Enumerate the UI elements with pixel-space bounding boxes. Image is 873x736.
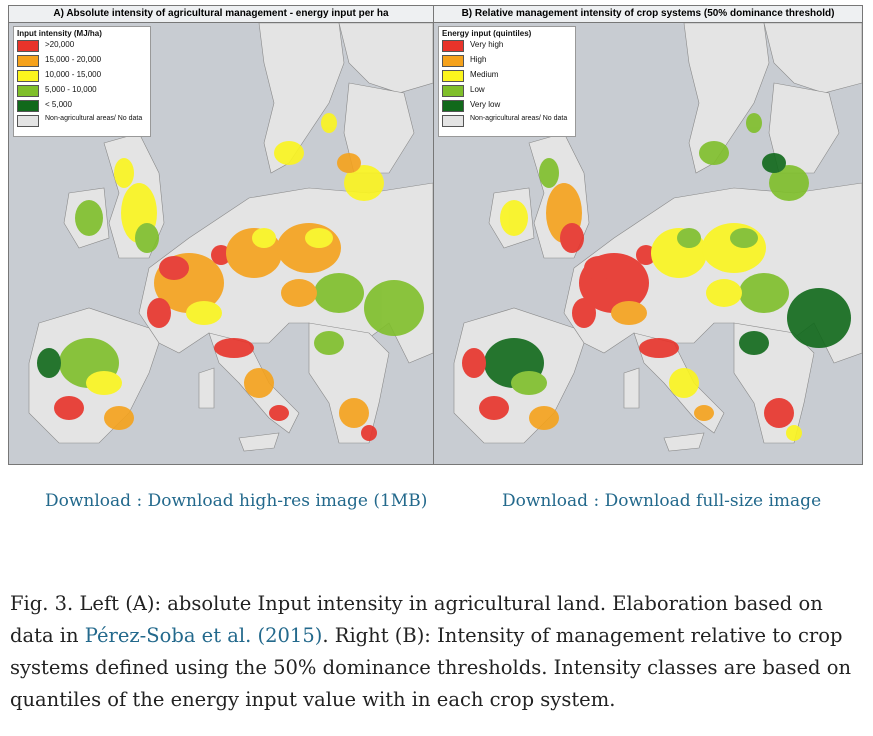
- legend-swatch: [442, 85, 464, 97]
- europe-map-b: [453, 23, 862, 452]
- intensity-patches: [462, 113, 851, 441]
- legend-a-item: >20,000: [17, 40, 147, 55]
- legend-b-item: High: [442, 55, 572, 70]
- legend-label: 10,000 - 15,000: [45, 70, 102, 79]
- legend-swatch: [17, 70, 39, 82]
- legend-swatch: [442, 40, 464, 52]
- legend-label: Non-agricultural areas/ No data: [470, 115, 568, 122]
- legend-a-item: Non-agricultural areas/ No data: [17, 115, 147, 133]
- legend-label: Very high: [470, 40, 504, 49]
- legend-b: Energy input (quintiles) Very high High …: [438, 26, 576, 137]
- legend-swatch: [17, 40, 39, 52]
- panel-b: B) Relative management intensity of crop…: [434, 6, 862, 464]
- legend-swatch: [442, 115, 464, 127]
- download-full-size-link[interactable]: Download : Download full-size image: [502, 491, 822, 511]
- legend-a-title: Input intensity (MJ/ha): [17, 29, 102, 38]
- legend-b-item: Low: [442, 85, 572, 100]
- legend-b-item: Non-agricultural areas/ No data: [442, 115, 572, 133]
- figure-caption: Fig. 3. Left (A): absolute Input intensi…: [10, 588, 860, 716]
- legend-a-item: 15,000 - 20,000: [17, 55, 147, 70]
- legend-swatch: [17, 115, 39, 127]
- panel-a: A) Absolute intensity of agricultural ma…: [9, 6, 434, 464]
- panel-b-title: B) Relative management intensity of crop…: [434, 6, 862, 23]
- legend-b-title: Energy input (quintiles): [442, 29, 532, 38]
- legend-label: Low: [470, 85, 485, 94]
- legend-swatch: [442, 70, 464, 82]
- legend-label: Very low: [470, 100, 501, 109]
- legend-label: < 5,000: [45, 100, 72, 109]
- legend-swatch: [17, 55, 39, 67]
- europe-map-a: [28, 23, 433, 452]
- legend-label: Medium: [470, 70, 499, 79]
- legend-b-item: Medium: [442, 70, 572, 85]
- legend-swatch: [17, 100, 39, 112]
- legend-a-item: < 5,000: [17, 100, 147, 115]
- legend-label: High: [470, 55, 487, 64]
- intensity-patches: [37, 113, 424, 441]
- legend-label: 15,000 - 20,000: [45, 55, 102, 64]
- legend-label: 5,000 - 10,000: [45, 85, 97, 94]
- legend-swatch: [17, 85, 39, 97]
- legend-a: Input intensity (MJ/ha) >20,000 15,000 -…: [13, 26, 151, 137]
- legend-swatch: [442, 100, 464, 112]
- legend-b-item: Very high: [442, 40, 572, 55]
- legend-a-item: 10,000 - 15,000: [17, 70, 147, 85]
- citation-link[interactable]: Pérez-Soba et al. (2015): [84, 624, 323, 647]
- legend-a-item: 5,000 - 10,000: [17, 85, 147, 100]
- caption-text-1: Fig. 3. Left (A): absolute Input intensi…: [10, 592, 823, 647]
- figure-3: A) Absolute intensity of agricultural ma…: [8, 5, 863, 465]
- download-high-res-link[interactable]: Download : Download high-res image (1MB): [45, 491, 428, 511]
- legend-swatch: [442, 55, 464, 67]
- legend-b-item: Very low: [442, 100, 572, 115]
- caption-text-2: . Right (B): Intensity of management rel…: [10, 624, 852, 711]
- legend-label: >20,000: [45, 40, 75, 49]
- panel-a-title: A) Absolute intensity of agricultural ma…: [9, 6, 433, 23]
- legend-label: Non-agricultural areas/ No data: [45, 115, 143, 122]
